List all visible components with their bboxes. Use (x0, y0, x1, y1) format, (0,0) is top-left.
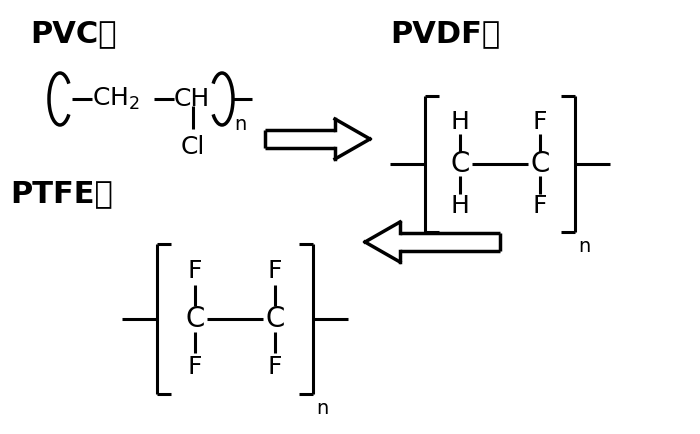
Text: n: n (234, 115, 246, 134)
Text: PTFE：: PTFE： (10, 180, 113, 208)
Text: F: F (267, 355, 282, 379)
Text: PVDF：: PVDF： (390, 20, 500, 49)
Text: F: F (188, 355, 202, 379)
Text: Cl: Cl (181, 135, 205, 159)
Text: C: C (186, 305, 204, 333)
Text: CH: CH (174, 87, 210, 111)
Text: C: C (265, 305, 285, 333)
Text: F: F (188, 259, 202, 283)
Text: PVC：: PVC： (30, 20, 116, 49)
Text: n: n (316, 399, 328, 418)
Text: H: H (451, 194, 470, 218)
Text: F: F (533, 110, 547, 134)
Text: CH$_2$: CH$_2$ (92, 86, 140, 112)
Text: F: F (267, 259, 282, 283)
Text: n: n (578, 237, 590, 256)
Text: F: F (533, 194, 547, 218)
Text: H: H (451, 110, 470, 134)
Text: C: C (450, 150, 470, 178)
Text: C: C (531, 150, 550, 178)
